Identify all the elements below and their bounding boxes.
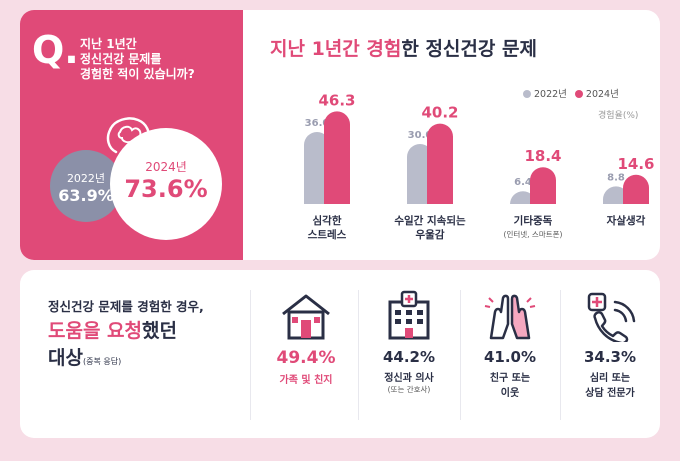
chart-title-middle: 한 <box>401 38 426 60</box>
divider <box>460 290 461 420</box>
help-label-counselor-2: 상담 전문가 <box>585 388 635 399</box>
help-label-psychiatrist: 정신과 의사 <box>384 373 434 384</box>
year-2022-label: 2022년 <box>66 172 106 185</box>
help-heading-line-2: 도움을 요청했던 <box>48 316 177 343</box>
help-label-counselor: 심리 또는 <box>589 373 631 384</box>
value-label-2022: 30.0 <box>408 130 433 141</box>
value-label-2024: 18.4 <box>524 147 561 165</box>
help-sublabel-psychiatrist: (또는 간호사) <box>387 385 431 394</box>
legend-2022-label: 2022년 <box>534 89 567 100</box>
house-icon <box>282 294 330 340</box>
help-label-friends-2: 이웃 <box>500 388 520 399</box>
legend-2024: 2024년 <box>574 86 619 100</box>
divider <box>358 290 359 420</box>
help-item-counselor: 34.3% 심리 또는 상담 전문가 <box>560 290 660 399</box>
question-panel: Q. 지난 1년간 정신건강 문제를 경험한 적이 있습니까? 2022년 63… <box>20 10 243 260</box>
legend-2022: 2022년 <box>523 86 567 100</box>
legend-2024-label: 2024년 <box>585 89 619 100</box>
value-label-2022: 8.8 <box>607 172 625 183</box>
result-2024-circle: 2024년 73.6% <box>110 128 222 240</box>
value-2024: 73.6% <box>124 175 208 203</box>
legend-dot-gray <box>523 90 531 98</box>
category-label: 심각한 <box>313 214 342 227</box>
question-mark-label: Q. <box>32 28 79 72</box>
help-value-family: 49.4% <box>276 348 336 368</box>
hospital-icon <box>388 290 430 340</box>
year-2024-label: 2024년 <box>145 160 187 174</box>
help-value-friends: 41.0% <box>483 348 537 366</box>
question-line-1: 지난 1년간 <box>80 37 137 51</box>
chart-legend: 2022년 2024년 <box>523 86 619 100</box>
value-label-2022: 36.0 <box>305 118 330 129</box>
value-label-2024: 40.2 <box>421 104 458 122</box>
help-heading-line-1: 정신건강 문제를 경험한 경우, <box>48 299 204 314</box>
help-value-psychiatrist: 44.2% <box>382 348 436 366</box>
high-five-icon <box>484 294 536 340</box>
category-label: 기타중독 <box>514 214 553 227</box>
chart-title-end: 정신건강 문제 <box>425 38 537 60</box>
divider <box>250 290 251 420</box>
multiple-response-note: (중복 응답) <box>82 357 122 366</box>
help-value-counselor: 34.3% <box>583 348 637 366</box>
divider <box>560 290 561 420</box>
help-item-friends: 41.0% 친구 또는 이웃 <box>460 290 560 399</box>
bar-2022 <box>304 132 330 204</box>
bar-2024 <box>324 111 350 204</box>
category-label-line-2: 우울감 <box>416 229 445 241</box>
category-label: 수일간 지속되는 <box>394 214 466 227</box>
value-label-2022: 6.4 <box>514 177 532 188</box>
survey-result-card: Q. 지난 1년간 정신건강 문제를 경험한 적이 있습니까? 2022년 63… <box>20 10 660 260</box>
help-heading-highlight: 도움을 요청 <box>48 320 143 342</box>
category-label-line-2: 스트레스 <box>308 228 347 241</box>
chart-title: 지난 1년간 경험한 정신건강 문제 <box>270 34 537 61</box>
question-line-2: 정신건강 문제를 <box>80 52 162 66</box>
help-label-friends: 친구 또는 <box>489 373 531 384</box>
bar-2022 <box>407 144 433 204</box>
help-label-family: 가족 및 친지 <box>279 375 333 386</box>
category-label: 자살생각 <box>607 214 646 227</box>
bar-2022 <box>510 191 536 205</box>
help-heading-rest: 했던 <box>142 320 177 342</box>
bar-2022 <box>603 186 629 204</box>
help-heading-line-3: 대상(중복 응답) <box>48 343 121 370</box>
help-heading-target: 대상 <box>48 347 83 369</box>
help-seeking-card: 정신건강 문제를 경험한 경우, 도움을 요청했던 대상(중복 응답) 49.4… <box>20 270 660 438</box>
bar-2024 <box>427 123 453 204</box>
category-sublabel: (인터넷, 스마트폰) <box>504 229 563 239</box>
bar-2024 <box>530 167 556 204</box>
question-line-3: 경험한 적이 있습니까? <box>80 67 195 81</box>
help-item-psychiatrist: 44.2% 정신과 의사 (또는 간호사) <box>359 290 459 395</box>
question-text: 지난 1년간 정신건강 문제를 경험한 적이 있습니까? <box>80 37 240 82</box>
phone-cross-icon <box>587 292 636 342</box>
unit-label: 경험율(%) <box>598 111 639 121</box>
legend-dot-pink <box>574 90 583 98</box>
chart-title-highlight: 지난 1년간 경험 <box>270 38 402 60</box>
help-item-family: 49.4% 가족 및 친지 <box>256 290 356 386</box>
value-label-2024: 14.6 <box>617 155 654 173</box>
value-2022: 63.9% <box>58 186 114 205</box>
bar-2024 <box>623 174 649 204</box>
value-label-2024: 46.3 <box>318 91 355 109</box>
